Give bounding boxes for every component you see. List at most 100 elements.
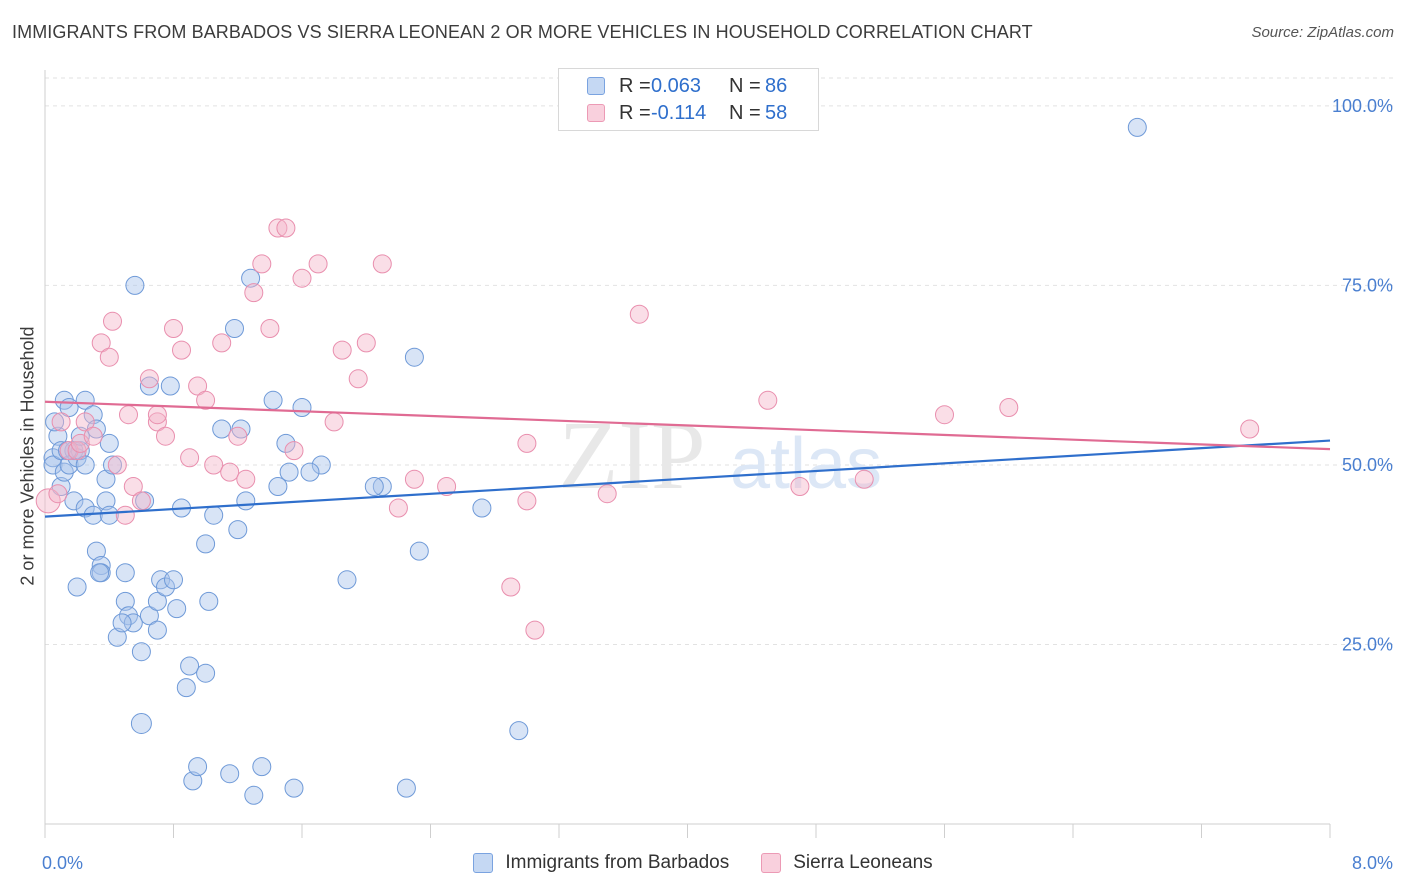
data-point: [48, 426, 68, 446]
data-point: [199, 591, 219, 611]
legend-swatch-pink: [587, 104, 605, 122]
data-point: [597, 484, 617, 504]
data-point: [139, 606, 159, 626]
data-point: [225, 319, 244, 338]
data-point: [75, 390, 95, 410]
data-point: [364, 477, 384, 496]
data-point: [1127, 117, 1147, 137]
axes: [44, 70, 1331, 838]
series-legend: Immigrants from Barbados Sierra Leoneans: [0, 852, 1406, 874]
data-point: [139, 369, 159, 389]
data-point: [147, 412, 167, 432]
data-point: [103, 311, 122, 331]
legend-label-sierra-leone: Sierra Leoneans: [793, 852, 933, 873]
data-point: [107, 455, 127, 475]
data-point: [372, 254, 392, 274]
data-point: [311, 455, 331, 475]
data-point: [131, 491, 151, 511]
y-tick-label: 75.0%: [1342, 275, 1393, 295]
y-tick-label: 50.0%: [1342, 455, 1393, 475]
x-tick-label: 8.0%: [1352, 853, 1393, 873]
source-label: Source: ZipAtlas.com: [1251, 24, 1394, 41]
trend-line-sierra-leone: [44, 400, 1331, 451]
data-point: [160, 376, 180, 396]
data-point: [83, 426, 103, 446]
data-point: [292, 398, 312, 417]
data-point: [268, 218, 288, 238]
data-point: [164, 570, 183, 590]
data-point: [125, 275, 145, 295]
x-tick-labels: 0.0% 8.0%: [42, 853, 1393, 873]
data-point: [212, 333, 232, 353]
data-point: [147, 405, 167, 425]
legend-swatch-blue: [473, 853, 494, 873]
trend-lines: [44, 400, 1331, 518]
legend-r-label: R =: [619, 101, 651, 124]
data-point: [472, 498, 492, 518]
data-point: [356, 333, 376, 353]
data-point: [525, 620, 545, 640]
data-point: [183, 771, 203, 791]
data-point: [854, 469, 874, 489]
data-point: [115, 563, 135, 583]
data-point: [75, 455, 95, 475]
data-point: [236, 491, 256, 511]
data-point: [64, 491, 84, 511]
legend-n-value: 58: [765, 101, 788, 124]
data-point: [348, 369, 368, 389]
data-point: [220, 462, 240, 482]
legend-swatch-blue: [587, 77, 605, 95]
data-point: [67, 577, 87, 597]
data-point: [758, 390, 778, 410]
data-point: [241, 268, 261, 288]
data-point: [279, 462, 299, 482]
data-point: [90, 563, 110, 583]
data-point: [517, 491, 537, 511]
watermark-zip: ZIP: [559, 402, 706, 510]
data-point: [236, 469, 256, 489]
legend-swatch-pink: [761, 853, 782, 873]
data-point: [292, 268, 312, 288]
data-point: [91, 333, 111, 353]
data-point: [409, 541, 429, 561]
data-point: [284, 441, 304, 461]
data-point: [167, 599, 187, 619]
data-point: [172, 340, 191, 360]
data-point: [96, 491, 116, 511]
data-point: [131, 642, 151, 662]
data-point: [103, 455, 122, 475]
legend-n-value: 86: [765, 74, 788, 97]
data-point: [372, 477, 392, 496]
data-point: [196, 390, 216, 410]
data-point: [204, 505, 224, 525]
data-point: [228, 520, 248, 540]
data-point: [48, 484, 68, 504]
data-point: [404, 469, 424, 489]
y-tick-label: 25.0%: [1342, 634, 1393, 654]
legend-item-sierra-leone[interactable]: Sierra Leoneans: [761, 852, 933, 874]
data-point: [196, 663, 216, 683]
data-point: [260, 319, 280, 338]
data-point: [276, 218, 296, 238]
gridlines: [45, 77, 1394, 645]
series-sierra-leone-points: [35, 218, 1260, 640]
legend-item-barbados[interactable]: Immigrants from Barbados: [473, 852, 729, 874]
data-point: [156, 426, 175, 446]
data-point: [509, 721, 529, 741]
x-tick-label: 0.0%: [42, 853, 83, 873]
data-point: [501, 577, 521, 597]
data-point: [268, 477, 288, 496]
data-point: [196, 534, 216, 554]
data-point: [180, 448, 200, 468]
data-point: [999, 398, 1019, 417]
legend-n-label: N =: [729, 74, 761, 97]
y-tick-label: 100.0%: [1332, 96, 1393, 116]
data-point: [59, 441, 79, 461]
data-point: [204, 455, 224, 475]
data-point: [212, 419, 232, 439]
data-point: [244, 785, 264, 805]
data-point: [404, 347, 424, 367]
data-point: [188, 757, 208, 777]
y-tick-labels: 25.0% 50.0% 75.0% 100.0%: [1332, 96, 1393, 655]
